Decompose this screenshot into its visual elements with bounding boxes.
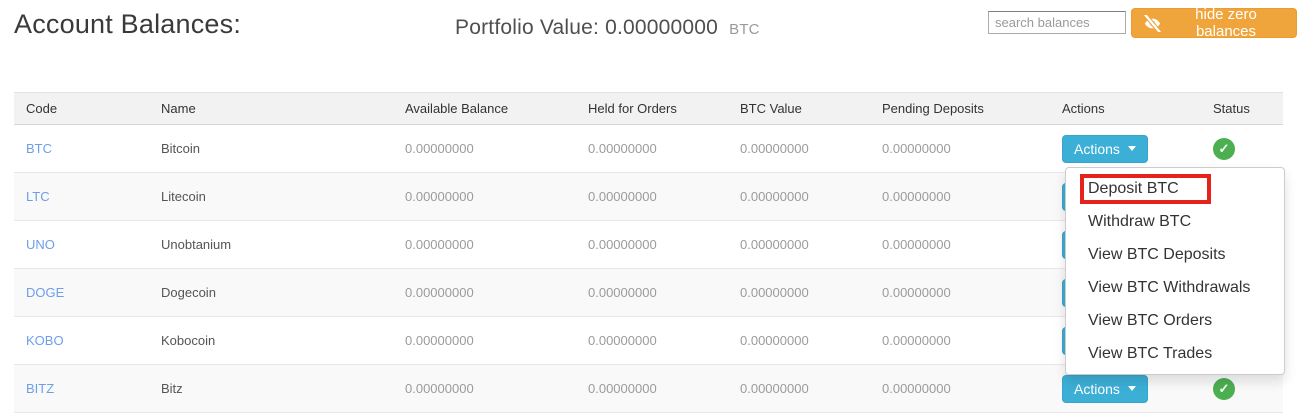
pending-deposits-value: 0.00000000	[882, 237, 951, 252]
menu-item-view-btc-trades[interactable]: View BTC Trades	[1088, 345, 1213, 362]
header-btc-value: BTC Value	[740, 101, 802, 116]
header-actions: Actions	[1062, 101, 1105, 116]
available-balance-value: 0.00000000	[405, 141, 474, 156]
currency-code-link[interactable]: DOGE	[26, 285, 65, 300]
actions-dropdown-button[interactable]: Actions	[1062, 374, 1148, 403]
currency-name: Litecoin	[161, 189, 206, 204]
menu-item-withdraw-btc[interactable]: Withdraw BTC	[1088, 213, 1192, 230]
header-pending-deposits: Pending Deposits	[882, 101, 984, 116]
btc-value: 0.00000000	[740, 333, 809, 348]
actions-dropdown-button[interactable]: Actions	[1062, 134, 1148, 163]
currency-name: Bitz	[161, 381, 183, 396]
menu-item-deposit-btc[interactable]: Deposit BTC	[1066, 172, 1284, 205]
pending-deposits-value: 0.00000000	[882, 381, 951, 396]
currency-code-link[interactable]: BITZ	[26, 381, 55, 396]
available-balance-value: 0.00000000	[405, 189, 474, 204]
table-header-row: Code Name Available Balance Held for Ord…	[14, 92, 1283, 125]
currency-code-link[interactable]: UNO	[26, 237, 55, 252]
available-balance-value: 0.00000000	[405, 381, 474, 396]
caret-down-icon	[1127, 386, 1136, 391]
portfolio-value: Portfolio Value: 0.00000000 BTC	[455, 16, 760, 40]
btc-value: 0.00000000	[740, 237, 809, 252]
status-ok-icon	[1213, 137, 1235, 160]
menu-item-view-btc-deposits[interactable]: View BTC Deposits	[1088, 246, 1226, 263]
hide-zero-balances-button[interactable]: hide zero balances	[1131, 6, 1297, 40]
menu-item-view-btc-withdrawals[interactable]: View BTC Withdrawals	[1088, 279, 1251, 296]
pending-deposits-value: 0.00000000	[882, 141, 951, 156]
hide-zero-balances-label: hide zero balances	[1195, 6, 1257, 40]
portfolio-value-label: Portfolio Value:	[455, 16, 600, 39]
currency-name: Kobocoin	[161, 333, 216, 348]
pending-deposits-value: 0.00000000	[882, 285, 951, 300]
status-ok-icon	[1213, 377, 1235, 400]
btc-value: 0.00000000	[740, 285, 809, 300]
btc-value: 0.00000000	[740, 189, 809, 204]
table-row-btc: BTC Bitcoin 0.00000000 0.00000000 0.0000…	[14, 125, 1283, 173]
currency-name: Bitcoin	[161, 141, 201, 156]
held-for-orders-value: 0.00000000	[588, 381, 657, 396]
currency-code-link[interactable]: LTC	[26, 189, 50, 204]
currency-name: Unobtanium	[161, 237, 232, 252]
header-status: Status	[1213, 101, 1250, 116]
actions-dropdown-menu: Deposit BTC Withdraw BTC View BTC Deposi…	[1065, 167, 1285, 375]
btc-value: 0.00000000	[740, 141, 809, 156]
menu-item-label: Deposit BTC	[1088, 180, 1179, 197]
menu-item-view-btc-orders[interactable]: View BTC Orders	[1088, 312, 1213, 329]
portfolio-value-unit: BTC	[729, 21, 760, 38]
actions-button-label: Actions	[1074, 380, 1120, 397]
held-for-orders-value: 0.00000000	[588, 189, 657, 204]
header-name: Name	[161, 101, 196, 116]
available-balance-value: 0.00000000	[405, 333, 474, 348]
currency-code-link[interactable]: KOBO	[26, 333, 64, 348]
pending-deposits-value: 0.00000000	[882, 333, 951, 348]
currency-code-link[interactable]: BTC	[26, 141, 52, 156]
btc-value: 0.00000000	[740, 381, 809, 396]
available-balance-value: 0.00000000	[405, 285, 474, 300]
pending-deposits-value: 0.00000000	[882, 189, 951, 204]
available-balance-value: 0.00000000	[405, 237, 474, 252]
header-code: Code	[26, 101, 58, 116]
held-for-orders-value: 0.00000000	[588, 141, 657, 156]
held-for-orders-value: 0.00000000	[588, 237, 657, 252]
caret-down-icon	[1127, 146, 1136, 151]
held-for-orders-value: 0.00000000	[588, 333, 657, 348]
eye-slash-icon	[1144, 14, 1161, 32]
table-row-bitz: BITZ Bitz 0.00000000 0.00000000 0.000000…	[14, 364, 1283, 413]
actions-button-label: Actions	[1074, 140, 1120, 157]
header-held-for-orders: Held for Orders	[588, 101, 677, 116]
currency-name: Dogecoin	[161, 285, 216, 300]
page-title: Account Balances:	[14, 9, 242, 39]
portfolio-value-amount: 0.00000000	[605, 16, 719, 39]
header-available-balance: Available Balance	[405, 101, 509, 116]
held-for-orders-value: 0.00000000	[588, 285, 657, 300]
search-balances-input[interactable]	[988, 11, 1126, 34]
annotation-red-box: Deposit BTC	[1080, 174, 1211, 204]
